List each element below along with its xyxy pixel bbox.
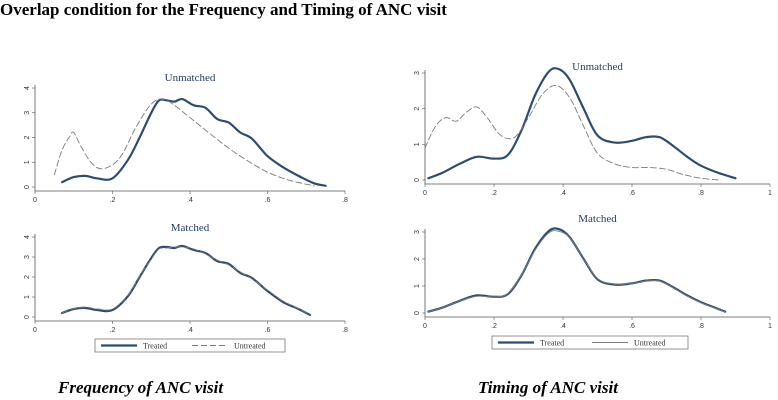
freq-unmatched-y-tick-label: 0 [24, 185, 31, 189]
freq-matched-x-tick-label: .2 [110, 327, 116, 334]
timing-unmatched-x-tick-label: .6 [629, 190, 635, 197]
figure-title: Overlap condition for the Frequency and … [0, 0, 447, 19]
freq-unmatched-x-tick-label: .6 [265, 197, 271, 204]
freq-matched-x-tick-label: .8 [342, 327, 348, 334]
timing-unmatched-title: Unmatched [572, 61, 623, 73]
freq-unmatched-x-tick-label: .4 [187, 197, 193, 204]
timing-unmatched-y-tick-label: 1 [414, 142, 421, 146]
freq-matched-title: Matched [171, 222, 210, 234]
freq-matched-x-tick-label: .6 [265, 327, 271, 334]
freq-matched-x-tick-label: .4 [187, 327, 193, 334]
timing-unmatched-x-tick-label: 1 [768, 190, 772, 197]
freq-unmatched-series-untreated [53, 98, 315, 187]
timing-unmatched-y-tick-label: 3 [414, 71, 421, 75]
freq-unmatched-series-treated [61, 97, 327, 187]
timing-unmatched-y-tick-label: 2 [414, 107, 421, 111]
timing-matched-y-tick-label: 3 [414, 230, 421, 234]
freq-legend-box [94, 338, 286, 353]
timing-matched-x-tick-label: 0 [423, 323, 427, 330]
timing-matched-x-tick-label: .4 [560, 323, 566, 330]
timing-unmatched-x-tick-label: .4 [560, 190, 566, 197]
timing-matched-x-tick-label: .8 [698, 323, 704, 330]
freq-matched-x-tick-label: 0 [33, 327, 37, 334]
freq-matched-y-tick-label: 4 [24, 235, 31, 239]
freq-legend-label-untreated: Untreated [234, 342, 266, 351]
timing-unmatched-series-untreated [424, 85, 719, 181]
timing-matched-series-untreated [427, 230, 726, 313]
freq-matched-series-treated [61, 244, 312, 317]
freq-matched-y-tick-label: 2 [24, 275, 31, 279]
freq-unmatched-y-tick-label: 1 [24, 160, 31, 164]
timing-unmatched-series-treated [427, 67, 737, 180]
timing-matched-x-tick-label: .2 [491, 323, 497, 330]
caption-timing: Timing of ANC visit [478, 378, 618, 397]
freq-matched-y-tick-label: 3 [24, 255, 31, 259]
timing-matched-x-tick-label: .6 [629, 323, 635, 330]
timing-matched-y-tick-label: 0 [414, 311, 421, 315]
timing-legend-box [491, 335, 689, 350]
freq-unmatched-x-tick-label: .8 [342, 197, 348, 204]
freq-unmatched-y-tick-label: 3 [24, 111, 31, 115]
timing-unmatched-x-tick-label: .2 [491, 190, 497, 197]
freq-unmatched-y-tick-label: 4 [24, 86, 31, 90]
timing-matched-title: Matched [578, 213, 617, 225]
caption-frequency: Frequency of ANC visit [58, 378, 224, 397]
freq-unmatched-title: Unmatched [165, 72, 216, 84]
timing-legend-label-treated: Treated [540, 339, 564, 348]
freq-matched-series-untreated [61, 246, 311, 316]
freq-unmatched-x-tick-label: .2 [110, 197, 116, 204]
timing-legend-label-untreated: Untreated [634, 339, 666, 348]
timing-matched-y-tick-label: 2 [414, 257, 421, 261]
timing-matched-y-tick-label: 1 [414, 284, 421, 288]
freq-unmatched-y-tick-label: 2 [24, 135, 31, 139]
freq-matched-y-tick-label: 0 [24, 315, 31, 319]
freq-legend-label-treated: Treated [143, 342, 167, 351]
timing-unmatched-x-tick-label: .8 [698, 190, 704, 197]
timing-unmatched-x-tick-label: 0 [423, 190, 427, 197]
timing-unmatched-y-tick-label: 0 [414, 178, 421, 182]
freq-matched-y-tick-label: 1 [24, 295, 31, 299]
freq-unmatched-x-tick-label: 0 [33, 197, 37, 204]
timing-matched-series-treated [427, 227, 727, 313]
timing-matched-x-tick-label: 1 [768, 323, 772, 330]
